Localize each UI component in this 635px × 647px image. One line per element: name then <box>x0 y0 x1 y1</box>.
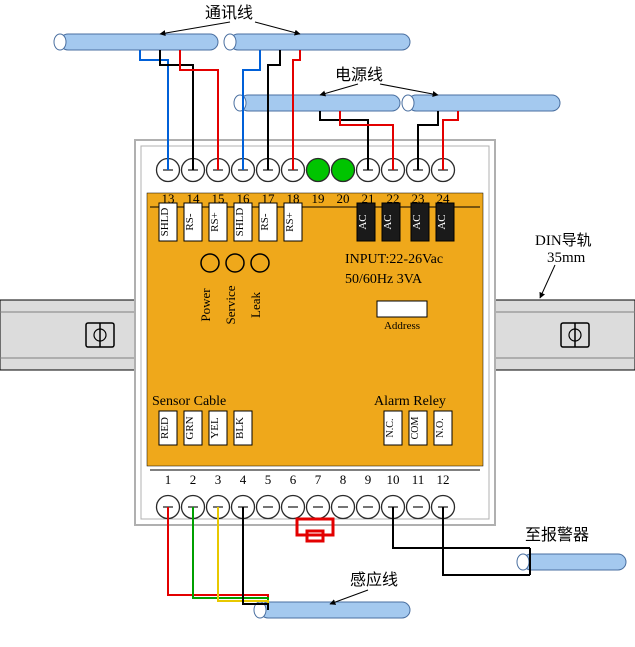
sensor-color-label: BLK <box>234 417 246 439</box>
power-cable-1 <box>234 95 400 111</box>
terminal-number: 12 <box>437 472 450 487</box>
alarm-relay-title: Alarm Reley <box>374 394 446 409</box>
comm-cable-1 <box>54 34 218 50</box>
input-line: INPUT:22-26Vac <box>345 252 443 267</box>
terminal-number: 19 <box>312 191 325 206</box>
relay-pin-label: COM <box>410 417 421 440</box>
led-label: Service <box>223 285 238 324</box>
ac-label: AC <box>411 214 423 229</box>
sensor-color-label: GRN <box>184 416 196 439</box>
sensor-color-label: RED <box>159 417 171 439</box>
terminal-number: 5 <box>265 472 272 487</box>
callout-arrow <box>255 22 300 34</box>
terminal-number: 11 <box>412 472 425 487</box>
label-sense-cable: 感应线 <box>350 570 398 589</box>
terminal-number: 6 <box>290 472 297 487</box>
rs-label: RS+ <box>209 212 221 232</box>
address-box <box>377 301 427 317</box>
freq-line: 50/60Hz 3VA <box>345 272 423 287</box>
led-label: Power <box>198 288 213 322</box>
sense-cable <box>254 602 410 618</box>
rs-label: RS+ <box>284 212 296 232</box>
terminal-number: 9 <box>365 472 372 487</box>
terminal-number: 8 <box>340 472 347 487</box>
address-label: Address <box>384 320 420 332</box>
label-din-rail: DIN导轨 <box>535 232 592 249</box>
ac-label: AC <box>357 214 369 229</box>
relay-pin-label: N.C. <box>385 419 396 438</box>
label-din-size: 35mm <box>547 250 586 266</box>
label-power-cable: 电源线 <box>335 66 383 84</box>
terminal-number: 20 <box>337 191 350 206</box>
relay-pin-label: N.O. <box>435 418 446 437</box>
label-comm-cable: 通讯线 <box>205 4 253 22</box>
callout-arrow <box>380 84 438 95</box>
ac-label: AC <box>436 214 448 229</box>
sensor-cable-title: Sensor Cable <box>152 394 226 409</box>
rs-label: SHLD <box>159 208 171 237</box>
terminal-number: 3 <box>215 472 222 487</box>
rs-label: RS- <box>184 213 196 230</box>
terminal-number: 7 <box>315 472 322 487</box>
sensor-color-label: YEL <box>209 417 221 439</box>
power-cable-2 <box>402 95 560 111</box>
terminal-19 <box>307 159 330 182</box>
terminal-number: 10 <box>387 472 400 487</box>
ac-label: AC <box>382 214 394 229</box>
terminal-number: 4 <box>240 472 247 487</box>
terminal-20 <box>332 159 355 182</box>
callout-arrow <box>320 84 358 95</box>
terminal-number: 1 <box>165 472 172 487</box>
rs-label: RS- <box>259 213 271 230</box>
callout-arrow <box>160 22 230 34</box>
label-alarm-out: 至报警器 <box>525 526 589 544</box>
alarm-cable <box>517 554 626 570</box>
comm-cable-2 <box>224 34 410 50</box>
led-label: Leak <box>248 292 263 318</box>
callout-arrow <box>540 265 555 298</box>
rs-label: SHLD <box>234 208 246 237</box>
device-module: 131415161718192021222324123456789101112S… <box>135 140 495 541</box>
terminal-number: 2 <box>190 472 197 487</box>
